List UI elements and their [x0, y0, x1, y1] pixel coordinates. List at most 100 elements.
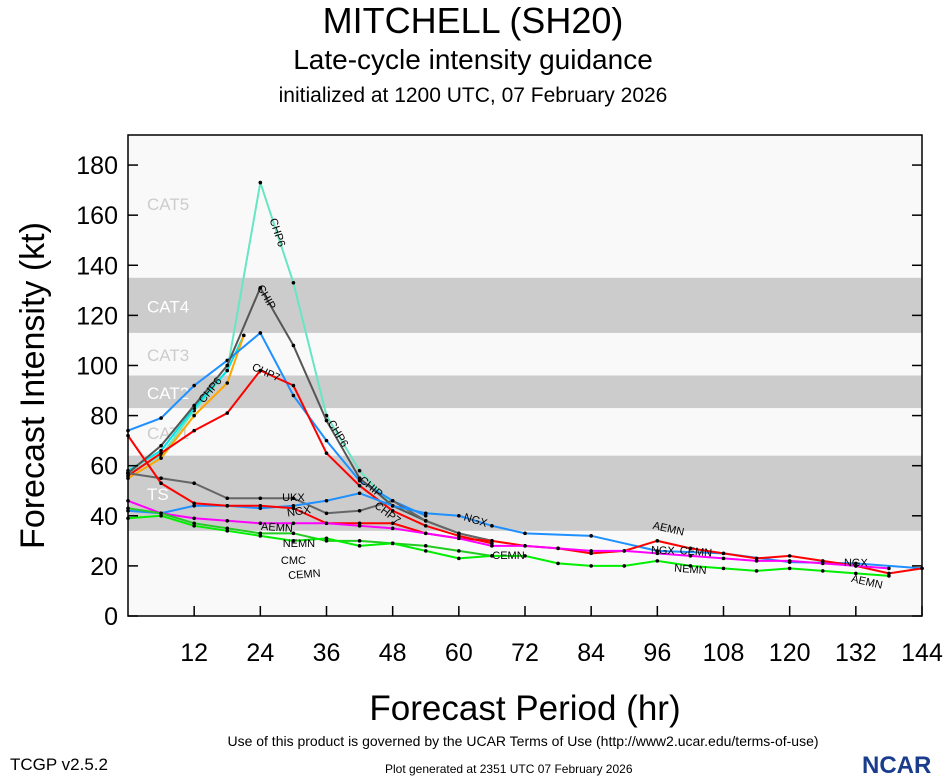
- data-point: [655, 551, 660, 556]
- data-point: [324, 511, 329, 516]
- data-point: [820, 561, 825, 566]
- data-point: [159, 451, 163, 455]
- series-line-cmc: [127, 507, 493, 557]
- data-point: [457, 513, 461, 518]
- data-point: [390, 503, 395, 508]
- data-point: [787, 554, 792, 558]
- y-tick-label: 80: [90, 403, 118, 431]
- band-ts: [128, 455, 922, 531]
- series-label: NEMN: [674, 563, 707, 577]
- data-point: [357, 468, 362, 473]
- data-point: [291, 393, 296, 398]
- x-tick-label: 120: [769, 639, 811, 667]
- plot-frame: [127, 134, 923, 617]
- data-point: [258, 368, 263, 373]
- series-label: CEMN: [679, 545, 712, 559]
- data-point: [589, 551, 593, 556]
- data-point: [357, 521, 362, 526]
- data-point: [159, 511, 163, 516]
- data-point: [258, 503, 263, 508]
- data-point: [324, 418, 329, 423]
- data-point: [291, 539, 296, 543]
- series-label: CEMN: [288, 568, 321, 582]
- band-cat4: [128, 277, 922, 333]
- x-tick-label: 144: [901, 639, 943, 667]
- data-point: [192, 521, 196, 526]
- band-label-cat4: CAT4: [147, 297, 189, 316]
- data-point: [754, 556, 759, 561]
- series-line-chp7: [127, 369, 493, 545]
- series-line-ukx: [127, 472, 493, 542]
- ncar-logo: NCAR: [862, 752, 932, 779]
- data-point: [225, 529, 230, 533]
- data-point: [225, 381, 230, 385]
- series-label: NGX: [286, 504, 312, 520]
- x-tick-label: 12: [180, 639, 208, 667]
- data-point: [390, 521, 395, 526]
- x-tick-label: 36: [313, 639, 341, 667]
- data-point: [423, 513, 428, 518]
- data-point: [357, 524, 362, 528]
- data-point: [291, 531, 296, 536]
- data-point: [357, 483, 362, 488]
- data-point: [291, 506, 296, 511]
- series-label: CEMN: [492, 550, 524, 562]
- data-point: [490, 524, 494, 528]
- data-point: [258, 331, 263, 335]
- chart-subtitle: Late-cycle intensity guidance: [293, 44, 653, 75]
- data-point: [688, 554, 693, 558]
- x-tick-label: 108: [703, 639, 745, 667]
- data-point: [854, 564, 858, 568]
- data-point: [688, 564, 693, 568]
- data-point: [390, 498, 395, 503]
- y-tick-label: 160: [76, 202, 118, 230]
- band-label-ts: TS: [147, 485, 169, 504]
- series-label: NGX: [844, 557, 869, 569]
- data-point: [721, 556, 726, 561]
- data-point: [854, 561, 858, 566]
- x-tick-label: 96: [643, 639, 671, 667]
- data-point: [655, 539, 660, 543]
- data-point: [357, 491, 362, 496]
- x-tick-label: 60: [445, 639, 473, 667]
- data-point: [324, 536, 329, 541]
- data-point: [423, 544, 428, 548]
- data-point: [291, 343, 296, 348]
- data-point: [820, 569, 825, 573]
- data-point: [258, 534, 263, 538]
- data-point: [192, 516, 196, 521]
- y-tick-label: 0: [104, 603, 118, 631]
- series-line-cemn: [127, 514, 889, 577]
- data-point: [457, 531, 461, 536]
- data-point: [523, 554, 527, 558]
- data-point: [225, 363, 230, 368]
- data-point: [291, 496, 296, 501]
- x-tick-label: 48: [379, 639, 407, 667]
- data-point: [754, 569, 759, 573]
- band-label-cat5: CAT5: [147, 195, 189, 214]
- data-point: [291, 383, 296, 388]
- data-point: [192, 403, 196, 408]
- data-point: [324, 521, 329, 526]
- data-point: [457, 536, 461, 541]
- data-point: [324, 539, 329, 543]
- band-label-cat3: CAT3: [147, 346, 189, 365]
- data-point: [457, 556, 461, 561]
- data-point: [159, 481, 163, 486]
- data-point: [887, 574, 891, 578]
- data-point: [820, 559, 825, 563]
- data-point: [258, 531, 263, 536]
- data-point: [589, 534, 593, 538]
- data-point: [854, 571, 858, 576]
- data-point: [423, 511, 428, 516]
- data-point: [192, 428, 196, 433]
- data-point: [258, 286, 263, 290]
- data-point: [291, 503, 296, 508]
- data-point: [357, 476, 362, 481]
- x-axis-label: Forecast Period (hr): [369, 689, 680, 728]
- series-label: CMC: [281, 555, 306, 567]
- y-tick-label: 40: [90, 503, 118, 531]
- data-point: [688, 546, 693, 551]
- data-point: [241, 333, 246, 338]
- band-cat2: [128, 375, 922, 409]
